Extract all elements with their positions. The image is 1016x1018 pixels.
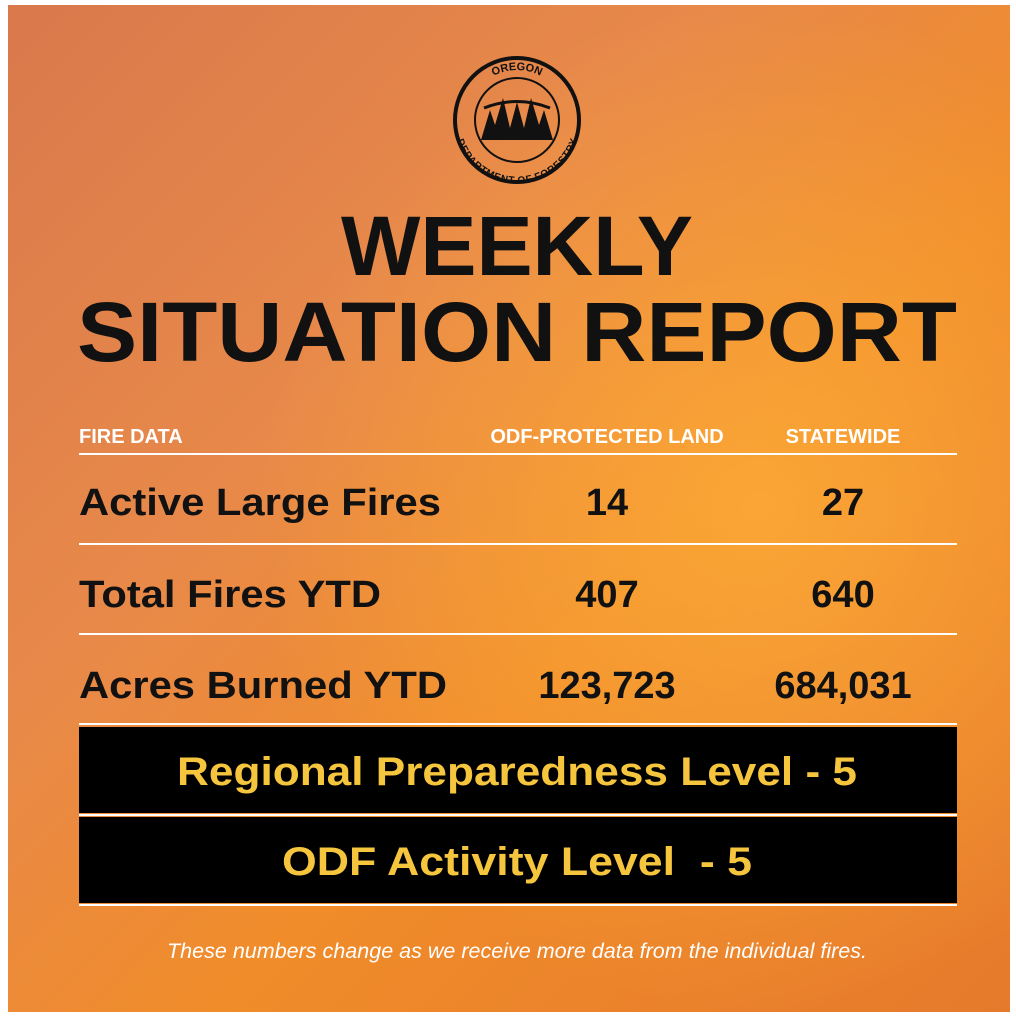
- cell-value: 14: [586, 482, 628, 524]
- row-label: Acres Burned YTD: [79, 665, 447, 707]
- cell-value: 640: [811, 574, 874, 616]
- banner-text: ODF Activity Level - 5: [282, 840, 752, 884]
- header-cell: FIRE DATA: [79, 426, 183, 448]
- footnote: These numbers change as we receive more …: [167, 940, 867, 963]
- title-line: SITUATION REPORT: [77, 285, 957, 379]
- header-cell: ODF-PROTECTED LAND: [490, 426, 723, 448]
- row-label: Total Fires YTD: [79, 574, 381, 616]
- cell-value: 684,031: [774, 665, 911, 707]
- cell-value: 407: [575, 574, 638, 616]
- header-cell: STATEWIDE: [786, 426, 901, 448]
- graphic: OREGON DEPARTMENT OF FORESTRY WEEKLY SIT…: [0, 0, 1016, 1018]
- cell-value: 123,723: [538, 665, 675, 707]
- cell-value: 27: [822, 482, 864, 524]
- page: OREGON DEPARTMENT OF FORESTRY WEEKLY SIT…: [0, 0, 1016, 1018]
- title-line: WEEKLY: [341, 199, 693, 293]
- banner-text: Regional Preparedness Level - 5: [177, 750, 857, 794]
- row-label: Active Large Fires: [79, 482, 441, 524]
